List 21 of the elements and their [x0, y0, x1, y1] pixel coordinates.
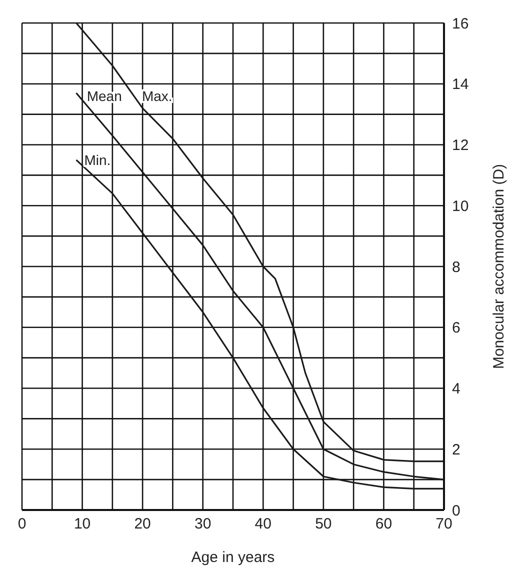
x-tick-label: 60	[375, 516, 392, 533]
x-tick-label: 70	[436, 516, 452, 533]
x-tick-label: 0	[18, 516, 26, 533]
x-tick-label: 50	[315, 516, 332, 533]
y-tick-label: 6	[452, 320, 460, 337]
y-tick-label: 16	[452, 15, 469, 32]
x-tick-label: 40	[254, 516, 272, 533]
x-axis-title: Age in years	[191, 549, 275, 566]
series-label: Max.	[142, 88, 172, 104]
y-tick-label: 14	[452, 76, 469, 94]
y-tick-label: 0	[452, 502, 460, 520]
y-axis-title: Monocular accommodation (D)	[490, 164, 508, 370]
x-tick-label: 30	[194, 516, 212, 533]
y-tick-label: 4	[452, 380, 460, 398]
y-tick-label: 12	[452, 137, 469, 154]
series-label: Min.	[84, 152, 111, 168]
y-tick-label: 2	[452, 441, 460, 458]
x-tick-label: 20	[134, 516, 151, 533]
y-tick-label: 8	[452, 258, 460, 276]
y-tick-label: 10	[452, 198, 469, 215]
x-tick-label: 10	[74, 516, 91, 533]
